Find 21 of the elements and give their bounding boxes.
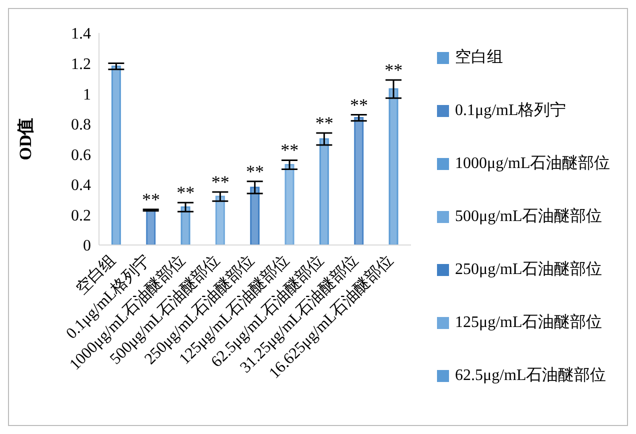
- annotation: **: [246, 161, 264, 182]
- legend-label: 0.1μg/mL格列宁: [455, 100, 566, 121]
- y-tick-label: 0.8: [71, 116, 91, 134]
- annotation: **: [280, 140, 299, 160]
- y-tick-label: 1: [83, 86, 91, 104]
- annotation: **: [142, 189, 160, 210]
- annotation: **: [211, 172, 230, 192]
- y-tick-label: 1.2: [71, 56, 91, 73]
- annotation: **: [384, 60, 403, 80]
- legend-label: 500μg/mL石油醚部位: [455, 206, 602, 227]
- y-axis-title: OD值: [16, 118, 36, 160]
- y-tick-label: 0: [83, 238, 91, 255]
- legend-label: 空白组: [455, 48, 503, 68]
- annotation: **: [176, 182, 195, 203]
- legend-label: 1000μg/mL石油醚部位: [455, 154, 610, 174]
- annotation: **: [315, 112, 334, 133]
- annotation: **: [350, 94, 368, 115]
- y-tick-label: 1.4: [71, 26, 91, 43]
- y-tick-label: 0.4: [71, 177, 91, 194]
- y-tick-label: 0.6: [71, 146, 91, 164]
- y-tick-label: 0.2: [71, 207, 91, 224]
